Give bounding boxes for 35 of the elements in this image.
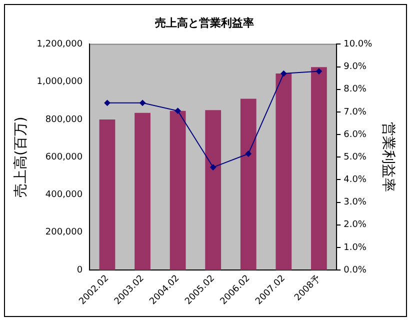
y-tick-label: 0 [76,265,83,276]
y2-tick-label: 5.0% [344,152,367,162]
point [210,164,216,170]
point [280,70,287,77]
y2-tick-label: 7.0% [344,107,367,118]
y2-axis-title: 営業利益率 [380,122,396,192]
y2-tick-label: 8.0% [344,84,367,95]
y2-tick-label: 1.0% [344,242,367,253]
y-tick-label: 400,000 [45,190,83,200]
point [245,150,252,157]
y2-tick-label: 10.0% [344,40,373,50]
y2-tick-label: 0.0% [344,265,367,276]
bar [240,98,256,270]
bar [205,110,222,270]
bar [134,112,150,270]
y2-tick-label: 6.0% [344,130,367,140]
y2-tick-label: 9.0% [344,62,367,72]
y-tick-label: 200,000 [45,228,83,238]
bar [276,74,292,270]
y2-tick-label: 3.0% [344,198,367,208]
y2-tick-label: 2.0% [344,220,367,230]
y-tick-label: 1,000,000 [36,77,83,88]
point [174,108,181,114]
point [104,100,110,106]
y-tick-label: 800,000 [45,114,83,125]
point [140,100,146,106]
y-tick-label: 600,000 [45,152,83,162]
bar [99,119,116,270]
y-tick-label: 1,200,000 [36,40,83,50]
bar [311,67,327,270]
y2-tick-label: 4.0% [344,175,367,186]
point [316,68,322,74]
chart-title: 売上高と営業利益率 [155,16,254,30]
y-axis-title: 売上高(百万) [13,116,30,198]
bar [170,110,186,270]
